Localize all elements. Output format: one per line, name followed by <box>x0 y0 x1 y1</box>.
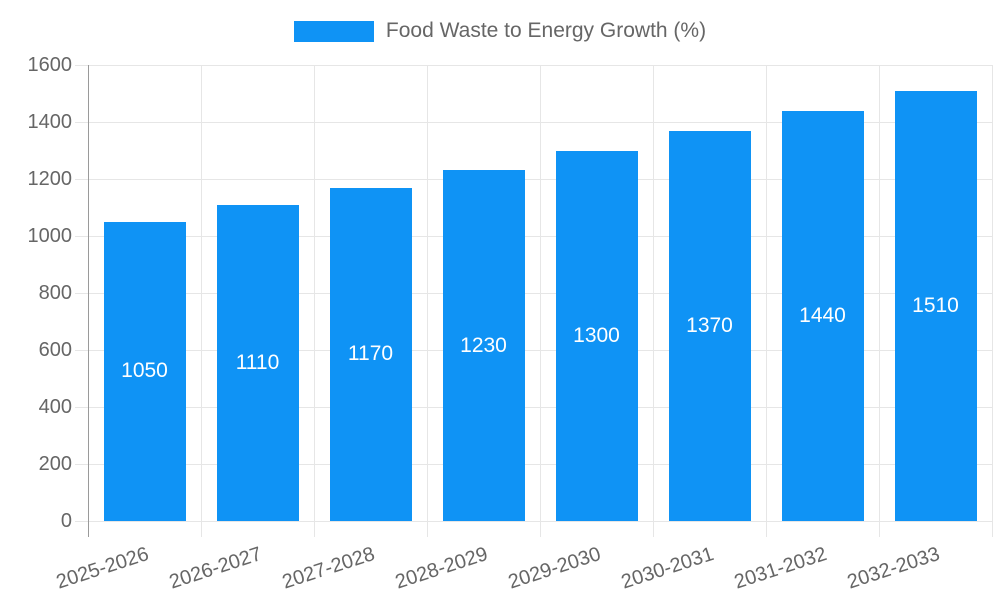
legend-item[interactable]: Food Waste to Energy Growth (%) <box>293 19 707 43</box>
bar-value-label: 1230 <box>460 333 507 357</box>
y-axis-tick-label: 1600 <box>27 54 73 76</box>
y-axis-tick-label: 1400 <box>27 111 73 133</box>
bar: 1110 <box>216 204 299 521</box>
bar: 1370 <box>668 130 751 521</box>
bar-value-label: 1170 <box>347 342 394 366</box>
bar-value-label: 1440 <box>799 303 846 327</box>
x-axis-tick-label: 2030-2031 <box>618 543 717 594</box>
x-gridline <box>652 65 654 537</box>
y-gridline <box>75 64 992 66</box>
y-axis-tick-label: 600 <box>38 339 72 361</box>
legend-swatch-icon <box>293 20 374 42</box>
bar-value-label: 1050 <box>121 359 168 383</box>
bar: 1440 <box>781 110 864 521</box>
y-gridline <box>75 463 992 465</box>
y-axis-line <box>87 65 89 537</box>
x-axis-tick-label: 2025-2026 <box>53 543 152 594</box>
legend: Food Waste to Energy Growth (%) <box>0 16 1000 46</box>
bar: 1510 <box>894 90 977 521</box>
y-axis-tick-label: 200 <box>38 453 72 475</box>
y-axis-tick-label: 800 <box>38 282 72 304</box>
bar-value-label: 1110 <box>235 350 280 374</box>
y-axis-tick-label: 1000 <box>27 225 73 247</box>
y-gridline <box>75 349 992 351</box>
x-gridline <box>313 65 315 537</box>
y-gridline <box>75 406 992 408</box>
bar: 1170 <box>329 187 412 521</box>
y-gridline <box>75 292 992 294</box>
y-axis-tick-label: 400 <box>38 396 72 418</box>
x-gridline <box>539 65 541 537</box>
bar: 1230 <box>442 170 525 521</box>
bar: 1050 <box>103 221 186 521</box>
x-axis-tick-label: 2031-2032 <box>731 543 830 594</box>
x-gridline <box>200 65 202 537</box>
legend-label: Food Waste to Energy Growth (%) <box>385 19 707 42</box>
x-axis-tick-label: 2028-2029 <box>392 543 491 594</box>
y-axis-tick-label: 0 <box>60 510 72 532</box>
x-gridline <box>426 65 428 537</box>
x-gridline <box>878 65 880 537</box>
bar: 1300 <box>555 150 638 521</box>
x-gridline <box>991 65 993 537</box>
x-axis-tick-label: 2026-2027 <box>166 543 265 594</box>
x-axis-tick-label: 2027-2028 <box>279 543 378 594</box>
x-axis-tick-label: 2029-2030 <box>505 543 604 594</box>
bar-value-label: 1370 <box>686 313 733 337</box>
y-gridline <box>75 235 992 237</box>
y-axis-tick-label: 1200 <box>27 168 73 190</box>
x-gridline <box>765 65 767 537</box>
bar-value-label: 1300 <box>573 323 620 347</box>
y-gridline <box>75 178 992 180</box>
y-gridline <box>75 121 992 123</box>
y-gridline <box>75 520 992 522</box>
bar-value-label: 1510 <box>912 293 959 317</box>
x-axis-tick-label: 2032-2033 <box>844 543 943 594</box>
